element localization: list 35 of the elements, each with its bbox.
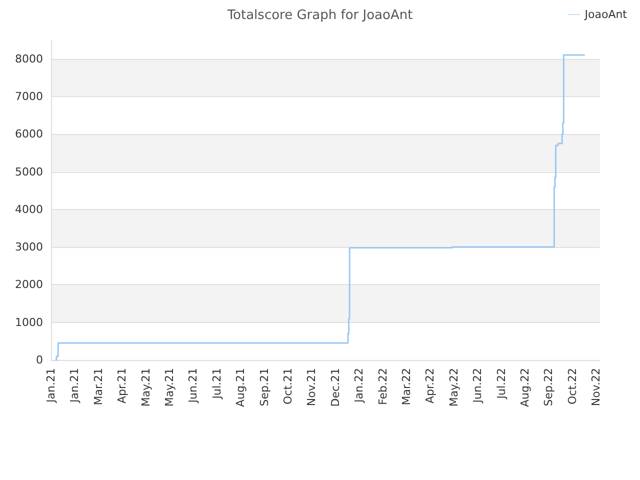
- y-tick-label: 3000: [15, 240, 43, 254]
- x-tick-label: May.21: [162, 368, 176, 407]
- x-tick-label: Jul.22: [494, 368, 508, 400]
- y-tick-label: 2000: [15, 278, 43, 292]
- x-tick-label: Nov.21: [305, 368, 318, 406]
- x-tick-label: Oct.22: [566, 368, 579, 405]
- x-tick-label: Jul.21: [210, 368, 224, 400]
- x-tick-label: Sep.22: [542, 368, 556, 406]
- y-tick-label: 7000: [15, 90, 43, 103]
- x-tick-label: Jun.21: [186, 368, 200, 404]
- x-tick-label: Jan.21: [68, 368, 82, 404]
- x-tick-label: Nov.22: [590, 368, 603, 406]
- x-tick-label: Apr.21: [116, 368, 129, 404]
- y-tick-label: 1000: [15, 316, 43, 329]
- x-tick-label: Jan.22: [352, 368, 366, 404]
- y-tick-label: 8000: [15, 52, 43, 66]
- y-tick-label: 0: [36, 354, 43, 366]
- x-tick-label: Jan.21: [44, 368, 58, 404]
- x-tick-label: Aug.22: [518, 368, 532, 407]
- y-tick-label: 4000: [15, 202, 43, 216]
- x-tick-label: Oct.21: [281, 368, 294, 405]
- x-tick-label: May.22: [447, 368, 460, 407]
- x-tick-label: Jun.22: [471, 368, 484, 404]
- x-tick-label: Dec.21: [328, 368, 342, 407]
- x-tick-label: Feb.22: [376, 368, 390, 405]
- x-tick-label: Mar.22: [400, 368, 413, 406]
- x-tick-label: Apr.22: [424, 368, 437, 404]
- x-tick-label: Aug.21: [234, 368, 248, 407]
- y-tick-label: 6000: [15, 128, 43, 141]
- legend-label: JoaoAnt: [584, 8, 628, 21]
- x-tick-label: Mar.21: [92, 368, 105, 406]
- x-tick-label: May.21: [139, 368, 152, 407]
- chart-title: Totalscore Graph for JoaoAnt: [226, 8, 413, 23]
- y-tick-label: 5000: [15, 165, 43, 178]
- x-tick-label: Sep.21: [258, 368, 271, 406]
